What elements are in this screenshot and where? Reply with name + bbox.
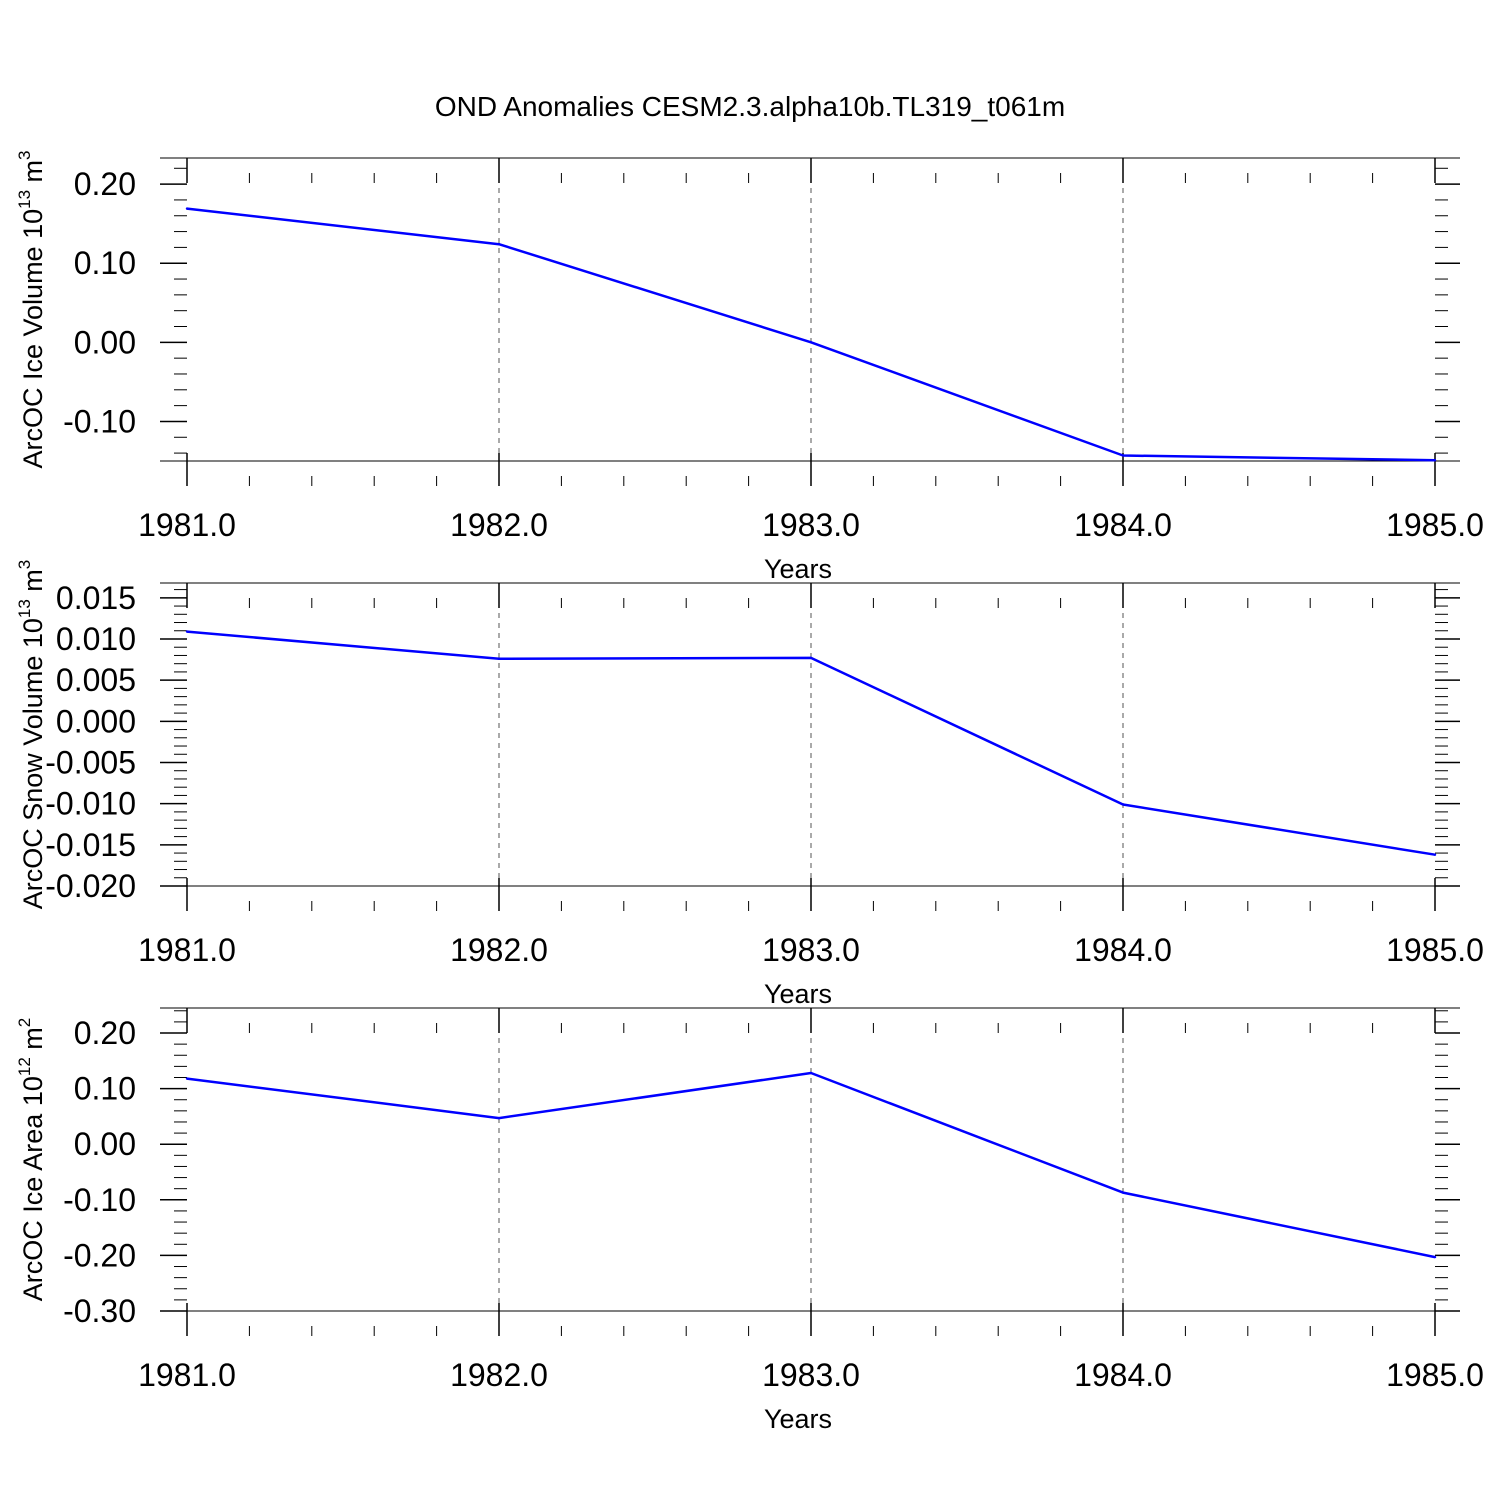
x-tick-label: 1984.0 bbox=[1074, 1357, 1172, 1393]
y-axis-title: ArcOC Snow Volume 1013 m3 bbox=[15, 560, 48, 910]
y-tick-label: 0.00 bbox=[74, 1126, 136, 1162]
data-point bbox=[1121, 803, 1125, 806]
y-tick-label: 0.00 bbox=[74, 324, 136, 360]
y-tick-label: -0.020 bbox=[45, 868, 136, 904]
x-tick-label: 1983.0 bbox=[762, 932, 860, 968]
y-tick-label: 0.015 bbox=[56, 580, 136, 616]
y-tick-label: 0.000 bbox=[56, 703, 136, 739]
x-tick-label: 1981.0 bbox=[138, 1357, 236, 1393]
x-axis-title: Years bbox=[764, 1404, 832, 1434]
x-tick-label: 1985.0 bbox=[1386, 932, 1484, 968]
x-tick-label: 1981.0 bbox=[138, 932, 236, 968]
panel-3: 1981.0 1982.0 1983.0 1984.0 1985.0 -0.30 -0.20… bbox=[15, 1007, 1484, 1434]
data-point bbox=[1121, 454, 1125, 457]
x-tick-label: 1983.0 bbox=[762, 1357, 860, 1393]
y-axis-title: ArcOC Ice Volume 1013 m3 bbox=[15, 150, 48, 468]
y-tick-label: -0.005 bbox=[45, 744, 136, 780]
x-tick-label: 1985.0 bbox=[1386, 507, 1484, 543]
x-tick-label: 1981.0 bbox=[138, 507, 236, 543]
data-point bbox=[1121, 1191, 1125, 1194]
data-point bbox=[497, 243, 501, 246]
figure-title: OND Anomalies CESM2.3.alpha10b.TL319_t06… bbox=[435, 91, 1065, 122]
data-point bbox=[1433, 853, 1437, 856]
x-axis-title: Years bbox=[764, 979, 832, 1009]
panel-1: 1981.0 1982.0 1983.0 1984.0 1985.0 -0.10 0.00 0… bbox=[15, 150, 1484, 584]
panels: 1981.0 1982.0 1983.0 1984.0 1985.0-0.100.000… bbox=[15, 150, 1484, 1434]
y-tick-label: -0.30 bbox=[63, 1293, 136, 1329]
data-point bbox=[809, 1071, 813, 1075]
panel-2: 1981.0 1982.0 1983.0 1984.0 1985.0 -0.020 -0.0… bbox=[15, 560, 1484, 1009]
data-point bbox=[185, 1077, 189, 1080]
data-point bbox=[809, 341, 813, 344]
x-tick-label: 1985.0 bbox=[1386, 1357, 1484, 1393]
data-point bbox=[809, 656, 813, 660]
data-point bbox=[1433, 1255, 1437, 1259]
y-tick-label: 0.005 bbox=[56, 662, 136, 698]
y-tick-label: 0.20 bbox=[74, 166, 136, 202]
data-point bbox=[185, 207, 189, 210]
x-tick-label: 1984.0 bbox=[1074, 932, 1172, 968]
x-tick-label: 1982.0 bbox=[450, 1357, 548, 1393]
y-tick-label: 0.20 bbox=[74, 1015, 136, 1051]
data-point bbox=[1433, 459, 1437, 462]
data-point bbox=[497, 1116, 501, 1120]
x-tick-label: 1982.0 bbox=[450, 932, 548, 968]
x-axis-title: Years bbox=[764, 554, 832, 584]
data-point bbox=[185, 630, 189, 633]
y-tick-label: -0.10 bbox=[63, 403, 136, 439]
y-tick-label: -0.015 bbox=[45, 827, 136, 863]
y-tick-label: 0.010 bbox=[56, 621, 136, 657]
x-tick-label: 1982.0 bbox=[450, 507, 548, 543]
y-axis-title: ArcOC Ice Area 1012 m2 bbox=[15, 1018, 48, 1302]
data-point bbox=[497, 657, 501, 660]
x-tick-label: 1983.0 bbox=[762, 507, 860, 543]
y-tick-label: -0.20 bbox=[63, 1237, 136, 1273]
y-tick-label: 0.10 bbox=[74, 245, 136, 281]
y-tick-label: 0.10 bbox=[74, 1071, 136, 1107]
y-tick-label: -0.10 bbox=[63, 1182, 136, 1218]
x-tick-label: 1984.0 bbox=[1074, 507, 1172, 543]
y-tick-label: -0.010 bbox=[45, 786, 136, 822]
